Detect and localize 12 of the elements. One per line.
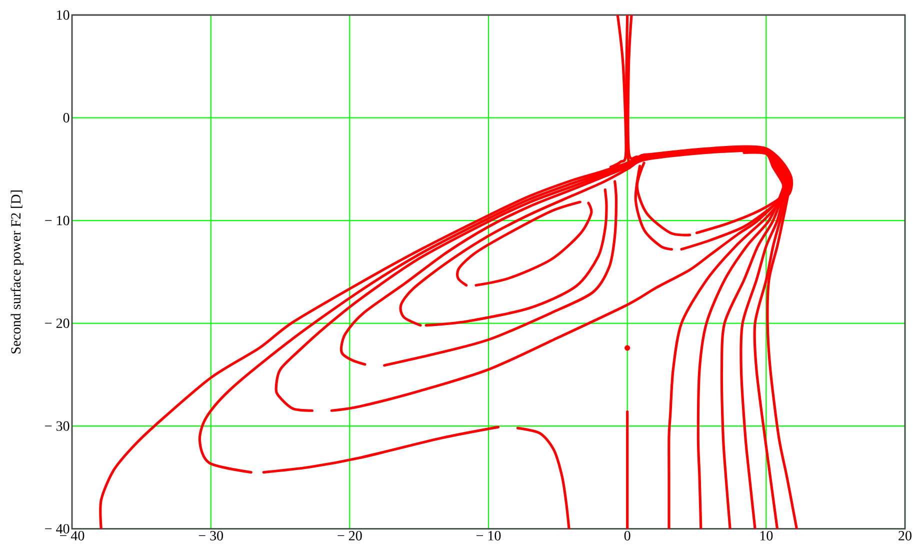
x-tick-label: 0 — [624, 530, 630, 540]
y-tick-label: − 10 — [45, 216, 70, 226]
x-tick-label: 10 — [760, 530, 773, 540]
x-tick-label: − 10 — [476, 530, 501, 540]
y-tick-label: − 20 — [45, 318, 70, 328]
x-tick-label: − 20 — [338, 530, 362, 540]
x-tick-label: − 30 — [198, 530, 223, 540]
y-tick-label: 0 — [63, 113, 70, 122]
x-tick-label: 20 — [898, 530, 912, 540]
y-tick-label: 10 — [57, 10, 70, 20]
y-tick-label: − 30 — [45, 421, 70, 431]
y-axis-title: Second surface power F2 [D] — [10, 190, 24, 354]
